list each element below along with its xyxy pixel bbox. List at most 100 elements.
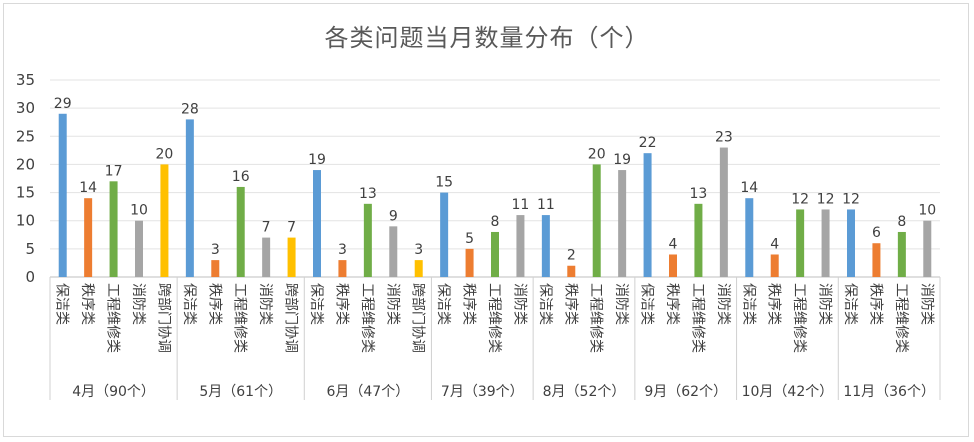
y-tick-label: 10 bbox=[16, 212, 35, 230]
category-label: 跨部门协调 bbox=[283, 283, 299, 353]
bar bbox=[185, 119, 194, 278]
bar bbox=[618, 170, 627, 277]
bar bbox=[465, 248, 474, 277]
bar bbox=[287, 237, 296, 277]
data-label: 20 bbox=[156, 146, 174, 162]
category-label: 消防类 bbox=[384, 283, 400, 325]
data-label: 13 bbox=[690, 186, 708, 202]
data-label: 8 bbox=[897, 214, 906, 230]
category-label: 保洁类 bbox=[740, 283, 756, 325]
data-label: 29 bbox=[54, 96, 72, 112]
y-tick-label: 5 bbox=[25, 240, 35, 258]
category-label: 消防类 bbox=[817, 283, 833, 325]
bar bbox=[923, 220, 932, 277]
bar bbox=[872, 243, 881, 277]
category-label: 跨部门协调 bbox=[155, 283, 171, 353]
data-label: 17 bbox=[105, 163, 123, 179]
category-label: 工程维修类 bbox=[689, 283, 705, 353]
data-label: 15 bbox=[435, 175, 453, 191]
bar bbox=[338, 260, 347, 277]
category-label: 工程维修类 bbox=[588, 283, 604, 353]
bar bbox=[414, 260, 423, 277]
data-label: 10 bbox=[130, 203, 148, 219]
category-label: 工程维修类 bbox=[232, 283, 248, 353]
data-label: 3 bbox=[211, 242, 220, 258]
bar bbox=[262, 237, 271, 277]
bar bbox=[363, 203, 372, 277]
category-label: 工程维修类 bbox=[105, 283, 121, 353]
data-label: 14 bbox=[740, 180, 758, 196]
bar bbox=[694, 203, 703, 277]
category-label: 跨部门协调 bbox=[410, 283, 426, 353]
group-label: 7月（39个） bbox=[441, 384, 524, 400]
data-label: 16 bbox=[232, 169, 250, 185]
category-label: 秩序类 bbox=[333, 283, 349, 325]
data-label: 13 bbox=[359, 186, 377, 202]
category-label: 消防类 bbox=[715, 283, 731, 325]
chart-title: 各类问题当月数量分布（个） bbox=[324, 24, 650, 52]
data-label: 23 bbox=[715, 130, 733, 146]
bar bbox=[109, 181, 118, 277]
y-tick-label: 35 bbox=[16, 71, 35, 89]
bar bbox=[236, 186, 245, 277]
y-tick-label: 30 bbox=[16, 99, 35, 117]
bar bbox=[669, 254, 677, 277]
data-label: 19 bbox=[308, 152, 326, 168]
data-label: 5 bbox=[465, 231, 474, 247]
data-label: 10 bbox=[918, 203, 936, 219]
category-label: 保洁类 bbox=[842, 283, 858, 325]
bar bbox=[643, 153, 652, 277]
data-label: 11 bbox=[512, 197, 530, 213]
group-label: 4月（90个） bbox=[72, 384, 155, 400]
data-label: 8 bbox=[491, 214, 500, 230]
data-label: 22 bbox=[639, 135, 657, 151]
group-label: 6月（47个） bbox=[326, 384, 409, 400]
data-label: 11 bbox=[537, 197, 555, 213]
data-label: 12 bbox=[817, 191, 835, 207]
group-label: 9月（62个） bbox=[644, 384, 727, 400]
category-label: 工程维修类 bbox=[893, 283, 909, 353]
group-label: 5月（61个） bbox=[199, 384, 282, 400]
bar bbox=[160, 164, 169, 277]
data-label: 2 bbox=[567, 248, 576, 264]
bar bbox=[440, 192, 449, 277]
bar bbox=[58, 113, 67, 278]
bar bbox=[313, 170, 321, 277]
data-label: 12 bbox=[842, 191, 860, 207]
bar bbox=[211, 260, 220, 277]
category-label: 秩序类 bbox=[664, 283, 680, 325]
y-tick-label: 0 bbox=[25, 268, 35, 286]
bar bbox=[745, 198, 754, 277]
category-label: 保洁类 bbox=[54, 283, 70, 325]
bar bbox=[592, 164, 601, 277]
data-label: 12 bbox=[791, 191, 809, 207]
data-label: 28 bbox=[181, 101, 199, 117]
bar bbox=[84, 198, 93, 277]
data-label: 4 bbox=[669, 236, 678, 252]
category-label: 保洁类 bbox=[308, 283, 324, 325]
category-label: 工程维修类 bbox=[791, 283, 807, 353]
y-tick-label: 20 bbox=[16, 155, 35, 173]
data-label: 19 bbox=[613, 152, 631, 168]
data-label: 3 bbox=[414, 242, 423, 258]
bar bbox=[567, 265, 576, 277]
data-label: 20 bbox=[588, 146, 606, 162]
data-label: 7 bbox=[262, 220, 271, 236]
data-label: 3 bbox=[338, 242, 347, 258]
y-tick-label: 25 bbox=[16, 127, 35, 145]
group-label: 11月（36个） bbox=[843, 384, 935, 400]
category-label: 消防类 bbox=[918, 283, 934, 325]
group-label: 10月（42个） bbox=[742, 384, 834, 400]
bar bbox=[491, 231, 499, 277]
category-label: 消防类 bbox=[511, 283, 527, 325]
category-label: 秩序类 bbox=[867, 283, 883, 325]
category-label: 消防类 bbox=[130, 283, 146, 325]
data-label: 4 bbox=[770, 236, 779, 252]
bar bbox=[897, 231, 906, 277]
bar bbox=[796, 209, 805, 277]
category-label: 保洁类 bbox=[181, 283, 197, 325]
data-label: 9 bbox=[389, 208, 398, 224]
category-label: 秩序类 bbox=[461, 283, 477, 325]
bar bbox=[541, 215, 550, 277]
